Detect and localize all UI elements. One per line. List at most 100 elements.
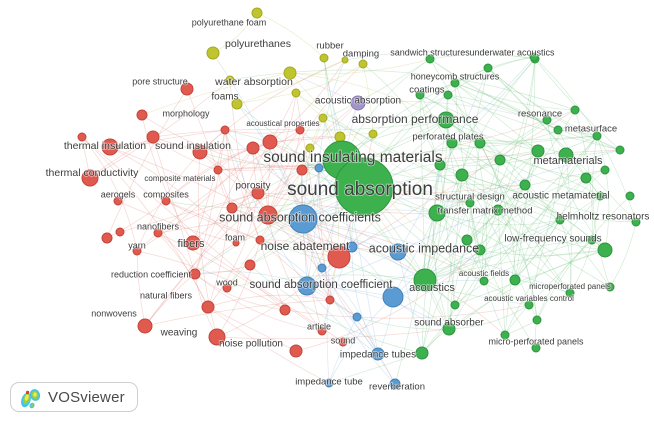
node-morphology[interactable] bbox=[136, 109, 148, 121]
node-coatings[interactable] bbox=[443, 90, 453, 100]
node-unlabeled[interactable] bbox=[531, 144, 545, 158]
node-unlabeled[interactable] bbox=[226, 202, 238, 214]
node-unlabeled[interactable] bbox=[346, 241, 358, 253]
node-reduction-coefficient[interactable] bbox=[189, 268, 201, 280]
node-unlabeled[interactable] bbox=[382, 286, 404, 308]
node-metasurface[interactable] bbox=[592, 131, 602, 141]
node-unlabeled[interactable] bbox=[314, 163, 324, 173]
node-structural-design[interactable] bbox=[465, 198, 475, 208]
node-unlabeled[interactable] bbox=[450, 300, 460, 310]
node-unlabeled[interactable] bbox=[474, 244, 486, 256]
node-unlabeled[interactable] bbox=[532, 315, 542, 325]
node-thermal-insulation[interactable] bbox=[101, 138, 119, 156]
node-weaving[interactable] bbox=[208, 328, 226, 346]
node-noise-abatement[interactable] bbox=[327, 245, 351, 269]
node-nanofibers[interactable] bbox=[153, 228, 163, 238]
node-unlabeled[interactable] bbox=[334, 131, 346, 143]
node-unlabeled[interactable] bbox=[262, 134, 278, 150]
node-unlabeled[interactable] bbox=[146, 130, 160, 144]
node-wood[interactable] bbox=[222, 283, 232, 293]
node-unlabeled[interactable] bbox=[555, 215, 565, 225]
node-unlabeled[interactable] bbox=[244, 259, 256, 271]
node-unlabeled[interactable] bbox=[519, 179, 531, 191]
node-resonance[interactable] bbox=[542, 115, 552, 125]
node-acoustic-absorption[interactable] bbox=[350, 95, 366, 111]
node-sound-absorption-coefficient[interactable] bbox=[297, 276, 317, 296]
node-unlabeled[interactable] bbox=[415, 346, 429, 360]
node-unlabeled[interactable] bbox=[605, 282, 615, 292]
node-pore-structure[interactable] bbox=[180, 82, 194, 96]
node-absorption-performance[interactable] bbox=[437, 111, 455, 129]
node-unlabeled[interactable] bbox=[225, 75, 235, 85]
node-article[interactable] bbox=[317, 326, 327, 336]
node-unlabeled[interactable] bbox=[434, 159, 446, 171]
node-unlabeled[interactable] bbox=[368, 129, 378, 139]
node-polyurethane-foam[interactable] bbox=[251, 7, 263, 19]
node-impedance-tube[interactable] bbox=[324, 378, 334, 388]
node-unlabeled[interactable] bbox=[461, 234, 473, 246]
node-reverberation[interactable] bbox=[389, 378, 401, 390]
node-unlabeled[interactable] bbox=[415, 90, 425, 100]
node-impedance-tubes[interactable] bbox=[371, 347, 385, 361]
node-unlabeled[interactable] bbox=[296, 164, 308, 176]
node-yarn[interactable] bbox=[132, 246, 142, 256]
node-unlabeled[interactable] bbox=[317, 263, 327, 273]
node-acoustics[interactable] bbox=[413, 268, 437, 292]
node-unlabeled[interactable] bbox=[625, 191, 635, 201]
node-unlabeled[interactable] bbox=[295, 125, 305, 135]
node-unlabeled[interactable] bbox=[500, 330, 510, 340]
node-thermal-conductivity[interactable] bbox=[81, 169, 99, 187]
node-unlabeled[interactable] bbox=[279, 304, 291, 316]
node-unlabeled[interactable] bbox=[494, 154, 506, 166]
node-porosity[interactable] bbox=[251, 186, 265, 200]
node-acoustic-impedance[interactable] bbox=[389, 243, 407, 261]
node-unlabeled[interactable] bbox=[258, 205, 278, 225]
vosviewer-logo[interactable]: VOSviewer bbox=[10, 382, 138, 412]
node-unlabeled[interactable] bbox=[305, 143, 315, 153]
node-water-absorption[interactable] bbox=[283, 66, 297, 80]
node-rubber[interactable] bbox=[319, 53, 329, 63]
node-sound-insulation[interactable] bbox=[192, 144, 208, 160]
node-unlabeled[interactable] bbox=[529, 52, 539, 62]
node-perforated-plates[interactable] bbox=[446, 137, 458, 149]
node-sound-absorber[interactable] bbox=[442, 322, 456, 336]
node-acoustical-properties[interactable] bbox=[318, 113, 328, 123]
node-unlabeled[interactable] bbox=[600, 165, 610, 175]
node-micro-perforated-panels[interactable] bbox=[531, 343, 541, 353]
node-unlabeled[interactable] bbox=[615, 145, 625, 155]
node-sound[interactable] bbox=[338, 337, 348, 347]
node-metamaterials[interactable] bbox=[558, 147, 574, 163]
node-unlabeled[interactable] bbox=[587, 235, 597, 245]
node-sandwich-structures[interactable] bbox=[425, 54, 435, 64]
node-unlabeled[interactable] bbox=[220, 125, 230, 135]
node-unlabeled[interactable] bbox=[101, 232, 113, 244]
node-unlabeled[interactable] bbox=[455, 168, 469, 182]
node-unlabeled[interactable] bbox=[291, 88, 301, 98]
node-acoustic-fields[interactable] bbox=[479, 276, 489, 286]
node-sound-absorption[interactable] bbox=[334, 157, 394, 217]
node-unlabeled[interactable] bbox=[492, 204, 504, 216]
node-unlabeled[interactable] bbox=[325, 295, 335, 305]
node-fibers[interactable] bbox=[185, 235, 201, 251]
node-helmholtz-resonators[interactable] bbox=[631, 217, 641, 227]
node-acoustic-variables-control[interactable] bbox=[524, 300, 534, 310]
node-composite-materials[interactable] bbox=[213, 165, 223, 175]
node-transfer-matrix-method[interactable] bbox=[428, 204, 446, 222]
node-microperforated-panels[interactable] bbox=[565, 288, 575, 298]
node-acoustic-metamaterial[interactable] bbox=[595, 191, 605, 201]
node-unlabeled[interactable] bbox=[483, 63, 493, 73]
node-unlabeled[interactable] bbox=[246, 141, 260, 155]
node-honeycomb-structures[interactable] bbox=[450, 78, 460, 88]
node-unlabeled[interactable] bbox=[77, 132, 87, 142]
node-natural-fibers[interactable] bbox=[201, 300, 215, 314]
node-polyurethanes[interactable] bbox=[206, 46, 220, 60]
node-unlabeled[interactable] bbox=[580, 172, 592, 184]
node-unlabeled[interactable] bbox=[509, 274, 521, 286]
node-unlabeled[interactable] bbox=[115, 227, 125, 237]
node-unlabeled[interactable] bbox=[255, 235, 265, 245]
node-aerogels[interactable] bbox=[113, 196, 123, 206]
node-composites[interactable] bbox=[161, 196, 171, 206]
node-unlabeled[interactable] bbox=[474, 137, 486, 149]
node-unlabeled[interactable] bbox=[553, 125, 563, 135]
